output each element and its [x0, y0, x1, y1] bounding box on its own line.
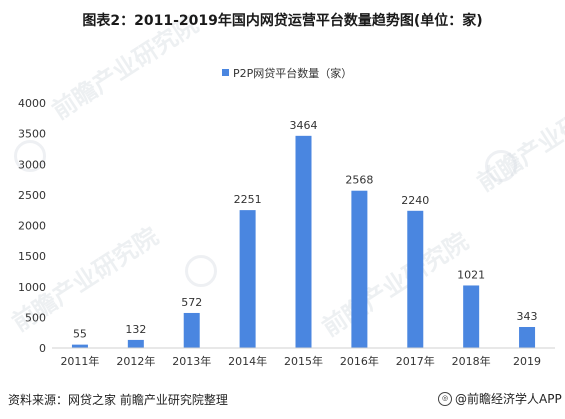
data-label: 2251 [234, 193, 262, 206]
bar [519, 326, 536, 348]
data-label: 3464 [290, 119, 318, 132]
data-label: 1021 [457, 268, 485, 281]
data-label: 2568 [345, 174, 373, 187]
bar [127, 339, 144, 348]
brand-label: @前瞻经济学人APP [455, 392, 562, 406]
data-label: 572 [181, 296, 202, 309]
data-label: 132 [125, 323, 146, 336]
brand-logo-icon: ◎ [438, 391, 452, 406]
x-tick-label: 2012年 [116, 354, 155, 368]
y-tick-label: 4000 [18, 97, 46, 110]
bar [71, 344, 88, 348]
bar [351, 190, 368, 348]
y-axis: 0 500 1000 1500 2000 2500 3000 3500 4000 [18, 97, 46, 355]
chart-legend: P2P网贷平台数量（家） [222, 66, 352, 80]
data-label: 55 [73, 328, 87, 341]
x-tick-label: 2015年 [284, 354, 323, 368]
bar [463, 285, 480, 348]
y-tick-label: 2500 [18, 189, 46, 202]
x-tick-label: 2011年 [60, 354, 99, 368]
bar-series: 55 132 572 2251 3464 2568 2240 1021 343 [71, 119, 538, 348]
bar [407, 210, 424, 348]
x-axis: 2011年 2012年 2013年 2014年 2015年 2016年 2017年 2018年… [52, 347, 555, 368]
bar [295, 135, 312, 348]
brand-credit: ◎ @前瞻经济学人APP [438, 390, 562, 407]
x-tick-label: 2018年 [452, 354, 491, 368]
bar [239, 210, 256, 348]
x-tick-label: 2016年 [340, 354, 379, 368]
x-tick-label: 2017年 [396, 354, 435, 368]
y-tick-label: 3000 [18, 158, 46, 171]
legend-label: P2P网贷平台数量（家） [233, 66, 352, 80]
x-tick-label: 2013年 [172, 354, 211, 368]
bar [183, 312, 200, 348]
y-tick-label: 1500 [18, 250, 46, 263]
y-tick-label: 3500 [18, 128, 46, 141]
data-label: 2240 [401, 194, 429, 207]
y-tick-label: 2000 [18, 220, 46, 233]
chart-title: 图表2：2011-2019年国内网贷运营平台数量趋势图(单位：家) [82, 13, 483, 29]
data-label: 343 [517, 310, 538, 323]
x-tick-label: 2014年 [228, 354, 267, 368]
y-tick-label: 0 [39, 342, 46, 355]
x-tick-label: 2019 [513, 355, 541, 368]
legend-swatch [222, 69, 229, 76]
y-tick-label: 500 [25, 311, 46, 324]
source-note: 资料来源：网贷之家 前瞻产业研究院整理 [8, 393, 228, 407]
y-tick-label: 1000 [18, 281, 46, 294]
